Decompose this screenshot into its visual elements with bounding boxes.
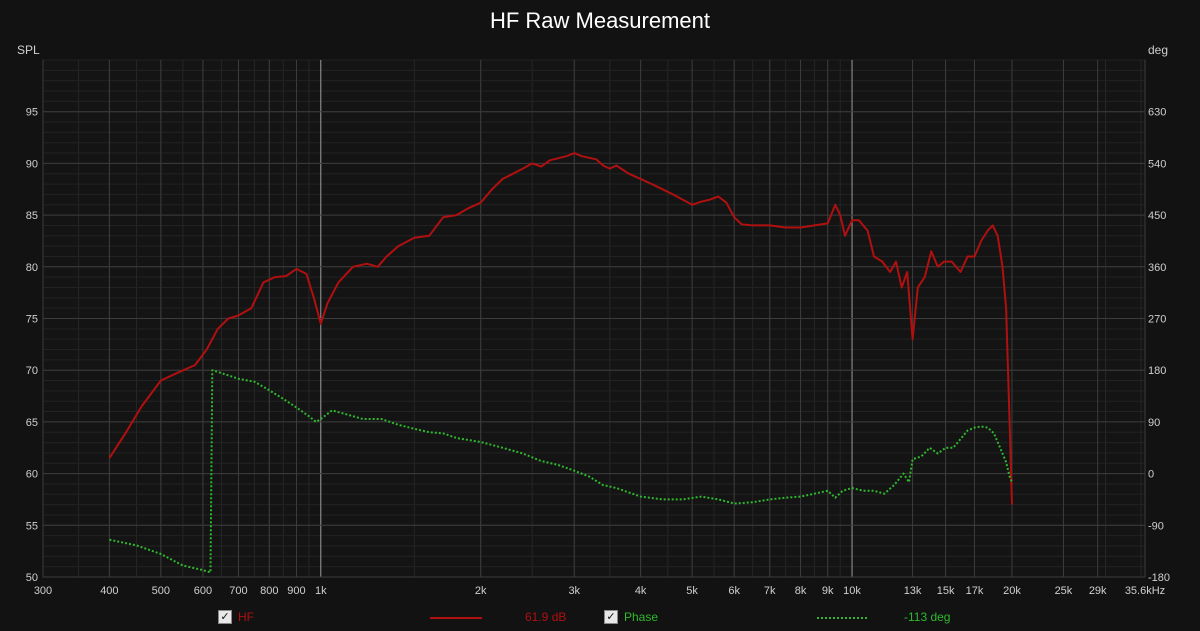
x-tick-label: 13k bbox=[904, 585, 922, 597]
y2-tick-label: -90 bbox=[1148, 520, 1164, 532]
x-tick-label: 35.6kHz bbox=[1125, 585, 1165, 597]
y2-tick-label: 180 bbox=[1148, 365, 1166, 377]
y2-tick-labels: -180 -90 0 90 180 270 360 450 540 630 bbox=[1148, 107, 1170, 584]
chart-title: HF Raw Measurement bbox=[489, 8, 711, 33]
y2-tick-label: 360 bbox=[1148, 262, 1166, 274]
x-tick-label: 29k bbox=[1089, 585, 1107, 597]
right-axis-unit: deg bbox=[1148, 43, 1169, 57]
x-tick-label: 2k bbox=[475, 585, 487, 597]
legend-phase-swatch bbox=[817, 617, 867, 619]
y-tick-label: 70 bbox=[26, 365, 38, 377]
legend-phase-label: Phase bbox=[624, 610, 659, 624]
y2-tick-label: 270 bbox=[1148, 314, 1166, 326]
y-tick-label: 75 bbox=[26, 314, 38, 326]
y-tick-labels: 50 55 60 65 70 75 80 85 90 95 bbox=[26, 107, 38, 584]
y-tick-label: 95 bbox=[26, 107, 38, 119]
x-tick-label: 4k bbox=[635, 585, 647, 597]
y2-tick-label: 0 bbox=[1148, 469, 1154, 481]
legend-hf-swatch bbox=[430, 617, 482, 619]
legend-phase-value: -113 deg bbox=[904, 610, 951, 624]
series-phase bbox=[109, 369, 1013, 574]
x-tick-label: 8k bbox=[795, 585, 807, 597]
phase-checkbox[interactable]: ✓ bbox=[604, 610, 618, 624]
x-tick-label: 17k bbox=[966, 585, 984, 597]
y-tick-label: 85 bbox=[26, 210, 38, 222]
legend-phase-value-box: -113 deg bbox=[904, 608, 950, 626]
x-tick-labels: 300 400 500 600 700 800 900 1k 2k 3k 4k 5k 6k 7k 8k 9k 1… bbox=[34, 585, 1165, 597]
y-tick-label: 55 bbox=[26, 520, 38, 532]
legend-hf-label: HF bbox=[238, 610, 254, 624]
x-tick-label: 300 bbox=[34, 585, 52, 597]
legend-hf-value-box: 61.9 dB bbox=[525, 608, 566, 626]
y2-tick-label: 540 bbox=[1148, 158, 1166, 170]
y-tick-label: 60 bbox=[26, 469, 38, 481]
y-tick-label: 90 bbox=[26, 158, 38, 170]
x-tick-label: 3k bbox=[568, 585, 580, 597]
x-tick-label: 6k bbox=[728, 585, 740, 597]
x-tick-label: 20k bbox=[1003, 585, 1021, 597]
x-tick-label: 9k bbox=[822, 585, 834, 597]
y2-tick-label: 450 bbox=[1148, 210, 1166, 222]
legend-hf-value: 61.9 dB bbox=[525, 610, 567, 624]
left-axis-unit: SPL bbox=[17, 43, 40, 57]
x-tick-label: 5k bbox=[686, 585, 698, 597]
x-tick-label: 700 bbox=[229, 585, 247, 597]
x-tick-label: 10k bbox=[843, 585, 861, 597]
legend-hf[interactable]: ✓ HF bbox=[218, 608, 254, 626]
x-tick-label: 7k bbox=[764, 585, 776, 597]
x-tick-label: 1k bbox=[315, 585, 327, 597]
y2-tick-label: -180 bbox=[1148, 572, 1170, 584]
y-tick-label: 65 bbox=[26, 417, 38, 429]
series-hf bbox=[108, 152, 1013, 505]
x-tick-label: 15k bbox=[937, 585, 955, 597]
y-tick-label: 80 bbox=[26, 262, 38, 274]
hf-checkbox[interactable]: ✓ bbox=[218, 610, 232, 624]
x-tick-label: 800 bbox=[260, 585, 278, 597]
x-tick-label: 600 bbox=[194, 585, 212, 597]
y-tick-label: 50 bbox=[26, 572, 38, 584]
x-tick-label: 400 bbox=[100, 585, 118, 597]
series-group bbox=[108, 152, 1013, 574]
x-tick-label: 25k bbox=[1055, 585, 1073, 597]
y2-tick-label: 90 bbox=[1148, 417, 1160, 429]
x-tick-label: 900 bbox=[287, 585, 305, 597]
x-tick-label: 500 bbox=[152, 585, 170, 597]
y2-tick-label: 630 bbox=[1148, 107, 1166, 119]
legend-phase[interactable]: ✓ Phase bbox=[604, 608, 658, 626]
